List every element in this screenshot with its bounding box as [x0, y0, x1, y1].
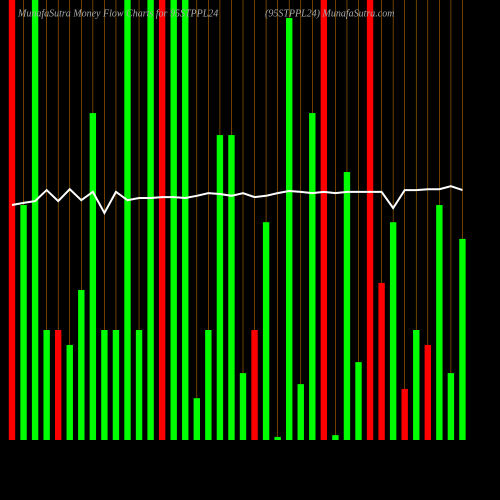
line: [11, 185, 463, 216]
bar: [309, 113, 316, 440]
bar: [147, 0, 154, 440]
plot-area: [8, 0, 466, 441]
bar: [262, 222, 270, 440]
bar: [43, 330, 50, 440]
bar: [436, 205, 443, 440]
bar: [193, 398, 200, 440]
bar: [401, 388, 408, 440]
bar: [216, 135, 224, 440]
bar: [239, 373, 247, 440]
bar: [424, 344, 431, 440]
bar: [124, 0, 131, 440]
bar: [413, 330, 420, 440]
bar: [378, 282, 385, 440]
bar: [389, 222, 397, 440]
bar: [228, 135, 235, 440]
bar: [355, 362, 362, 440]
chart-subtitle: (95STPPL24) MunafaSutra.com: [265, 8, 394, 19]
bar: [320, 0, 328, 440]
bar: [274, 436, 281, 440]
bar: [332, 435, 339, 440]
bar: [158, 0, 166, 440]
bar: [447, 373, 455, 440]
bar: [31, 0, 39, 440]
chart-title: MunafaSutra Money Flow Charts for 95STPP…: [17, 8, 218, 19]
bar: [343, 172, 351, 441]
bar: [366, 0, 374, 440]
bar: [205, 330, 212, 440]
bar: [459, 238, 466, 440]
bar: [170, 0, 177, 440]
bar: [251, 330, 258, 440]
bar: [8, 0, 16, 440]
bar: [78, 289, 85, 440]
bar: [66, 344, 73, 440]
bar: [135, 330, 143, 440]
bar: [182, 0, 189, 440]
bar: [286, 18, 293, 440]
bar: [55, 330, 62, 440]
bar: [89, 113, 97, 440]
bar: [297, 384, 304, 440]
bar: [20, 205, 27, 440]
bar: [101, 330, 108, 440]
bar: [112, 330, 120, 440]
